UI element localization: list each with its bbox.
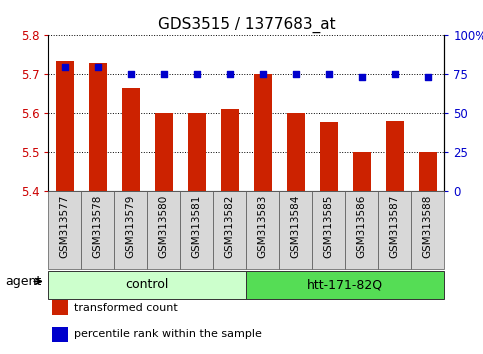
Title: GDS3515 / 1377683_at: GDS3515 / 1377683_at [157, 16, 335, 33]
Text: transformed count: transformed count [74, 303, 178, 313]
Bar [353, 152, 371, 191]
Point [325, 72, 333, 77]
Bar [52, 327, 68, 342]
Bar [419, 152, 437, 191]
Text: GSM313583: GSM313583 [258, 195, 268, 258]
Bar [52, 300, 68, 315]
FancyBboxPatch shape [313, 191, 345, 269]
Point [61, 64, 69, 69]
Bar [320, 122, 338, 191]
Text: GSM313580: GSM313580 [159, 195, 169, 258]
Bar [287, 113, 305, 191]
Text: GSM313577: GSM313577 [60, 195, 70, 258]
Text: GSM313579: GSM313579 [126, 195, 136, 258]
FancyBboxPatch shape [412, 191, 444, 269]
Text: percentile rank within the sample: percentile rank within the sample [74, 329, 262, 339]
FancyBboxPatch shape [279, 191, 313, 269]
Bar [386, 121, 404, 191]
FancyBboxPatch shape [345, 191, 378, 269]
Point [94, 64, 102, 69]
Text: GSM313584: GSM313584 [291, 195, 301, 258]
Bar [188, 113, 206, 191]
Text: GSM313588: GSM313588 [423, 195, 433, 258]
Text: GSM313586: GSM313586 [357, 195, 367, 258]
Bar [89, 63, 107, 191]
Text: GSM313587: GSM313587 [390, 195, 400, 258]
Text: GSM313581: GSM313581 [192, 195, 202, 258]
Point [193, 72, 201, 77]
Point [259, 72, 267, 77]
Text: control: control [126, 279, 169, 291]
Point [292, 72, 300, 77]
Bar [122, 88, 140, 191]
Text: GSM313582: GSM313582 [225, 195, 235, 258]
FancyBboxPatch shape [180, 191, 213, 269]
Bar [155, 113, 173, 191]
Point [160, 72, 168, 77]
Text: GSM313578: GSM313578 [93, 195, 103, 258]
Bar [254, 74, 272, 191]
FancyBboxPatch shape [378, 191, 412, 269]
FancyBboxPatch shape [147, 191, 180, 269]
Bar [56, 62, 74, 191]
FancyBboxPatch shape [48, 271, 246, 299]
FancyBboxPatch shape [246, 191, 279, 269]
Text: agent: agent [5, 275, 41, 288]
FancyBboxPatch shape [246, 271, 444, 299]
Text: htt-171-82Q: htt-171-82Q [307, 279, 384, 291]
FancyBboxPatch shape [213, 191, 246, 269]
Point [391, 72, 399, 77]
Bar [221, 109, 239, 191]
FancyBboxPatch shape [81, 191, 114, 269]
Point [358, 75, 366, 80]
Point [424, 75, 432, 80]
FancyBboxPatch shape [48, 191, 81, 269]
Point [127, 72, 135, 77]
FancyBboxPatch shape [114, 191, 147, 269]
Text: GSM313585: GSM313585 [324, 195, 334, 258]
Point [226, 72, 234, 77]
